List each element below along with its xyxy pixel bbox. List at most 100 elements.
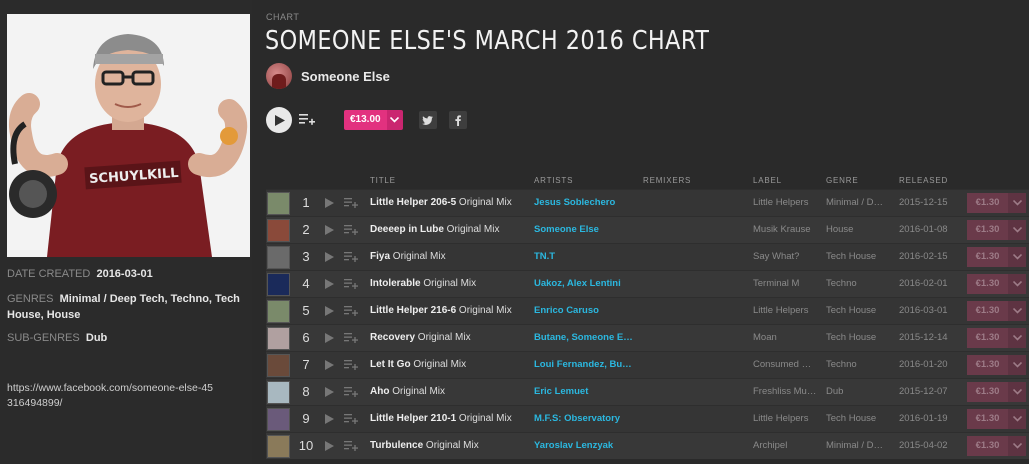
track-price[interactable]: €1.30 bbox=[967, 274, 1008, 294]
buy-track-button[interactable]: €1.30 bbox=[967, 355, 1026, 375]
track-artists[interactable]: Loui Fernandez, Bu… bbox=[534, 359, 632, 370]
track-artists[interactable]: Someone Else bbox=[534, 224, 599, 235]
facebook-share-button[interactable] bbox=[448, 111, 467, 129]
track-label[interactable]: Little Helpers bbox=[753, 305, 809, 316]
track-title[interactable]: Little Helper 210-1 Original Mix bbox=[370, 413, 512, 424]
buy-track-dropdown[interactable] bbox=[1008, 301, 1026, 321]
buy-track-dropdown[interactable] bbox=[1008, 382, 1026, 402]
track-title[interactable]: Turbulence Original Mix bbox=[370, 440, 479, 451]
buy-track-dropdown[interactable] bbox=[1008, 409, 1026, 429]
track-label[interactable]: Little Helpers bbox=[753, 413, 809, 424]
track-title[interactable]: Intolerable Original Mix bbox=[370, 278, 477, 289]
buy-track-dropdown[interactable] bbox=[1008, 274, 1026, 294]
column-genre[interactable]: GENRE bbox=[826, 176, 859, 185]
column-released[interactable]: RELEASED bbox=[899, 176, 949, 185]
add-to-queue-icon[interactable] bbox=[344, 332, 358, 344]
track-label[interactable]: Terminal M bbox=[753, 278, 800, 289]
column-remixers[interactable]: REMIXERS bbox=[643, 176, 692, 185]
track-artists[interactable]: Butane, Someone E… bbox=[534, 332, 633, 343]
add-to-queue-icon[interactable] bbox=[344, 413, 358, 425]
track-genre[interactable]: Tech House bbox=[826, 305, 877, 316]
track-label[interactable]: Archipel bbox=[753, 440, 788, 451]
buy-track-dropdown[interactable] bbox=[1008, 328, 1026, 348]
track-title[interactable]: Little Helper 206-5 Original Mix bbox=[370, 197, 512, 208]
track-artwork[interactable] bbox=[267, 246, 290, 269]
table-row[interactable]: 3 Fiya Original Mix TN.T Say What? Tech … bbox=[266, 243, 1029, 270]
track-artwork[interactable] bbox=[267, 219, 290, 242]
track-label[interactable]: Freshliss Mu… bbox=[753, 386, 817, 397]
buy-track-button[interactable]: €1.30 bbox=[967, 220, 1026, 240]
track-title[interactable]: Aho Original Mix bbox=[370, 386, 446, 397]
buy-chart-price[interactable]: €13.00 bbox=[344, 110, 387, 130]
play-icon[interactable] bbox=[325, 360, 334, 370]
track-genre[interactable]: House bbox=[826, 224, 854, 235]
column-title[interactable]: TITLE bbox=[370, 176, 396, 185]
track-genre[interactable]: Minimal / D… bbox=[826, 197, 884, 208]
track-label[interactable]: Moan bbox=[753, 332, 777, 343]
track-price[interactable]: €1.30 bbox=[967, 409, 1008, 429]
curator-name[interactable]: Someone Else bbox=[301, 68, 390, 84]
track-price[interactable]: €1.30 bbox=[967, 220, 1008, 240]
track-artists[interactable]: Uakoz, Alex Lentini bbox=[534, 278, 621, 289]
column-label[interactable]: LABEL bbox=[753, 176, 782, 185]
twitter-share-button[interactable] bbox=[418, 111, 437, 129]
track-label[interactable]: Little Helpers bbox=[753, 197, 809, 208]
add-to-queue-icon[interactable] bbox=[344, 224, 358, 236]
track-title[interactable]: Recovery Original Mix bbox=[370, 332, 471, 343]
buy-track-button[interactable]: €1.30 bbox=[967, 193, 1026, 213]
play-icon[interactable] bbox=[325, 198, 334, 208]
track-price[interactable]: €1.30 bbox=[967, 355, 1008, 375]
genres-value[interactable]: Minimal / Deep Tech, Techno, Tech House,… bbox=[7, 293, 240, 321]
table-row[interactable]: 2 Deeeep in Lube Original Mix Someone El… bbox=[266, 216, 1029, 243]
buy-track-button[interactable]: €1.30 bbox=[967, 409, 1026, 429]
track-artists[interactable]: Eric Lemuet bbox=[534, 386, 589, 397]
table-row[interactable]: 4 Intolerable Original Mix Uakoz, Alex L… bbox=[266, 270, 1029, 297]
buy-chart-dropdown[interactable] bbox=[386, 110, 403, 130]
buy-track-dropdown[interactable] bbox=[1008, 247, 1026, 267]
track-artwork[interactable] bbox=[267, 354, 290, 377]
add-to-queue-icon[interactable] bbox=[344, 440, 358, 452]
track-genre[interactable]: Tech House bbox=[826, 332, 877, 343]
track-price[interactable]: €1.30 bbox=[967, 382, 1008, 402]
table-row[interactable]: 5 Little Helper 216-6 Original Mix Enric… bbox=[266, 297, 1029, 324]
play-icon[interactable] bbox=[325, 441, 334, 451]
play-all-button[interactable] bbox=[266, 107, 292, 133]
track-genre[interactable]: Tech House bbox=[826, 251, 877, 262]
play-icon[interactable] bbox=[325, 252, 334, 262]
track-artwork[interactable] bbox=[267, 435, 290, 458]
track-artwork[interactable] bbox=[267, 327, 290, 350]
table-row[interactable]: 10 Turbulence Original Mix Yaroslav Lenz… bbox=[266, 432, 1029, 459]
track-genre[interactable]: Dub bbox=[826, 386, 844, 397]
track-genre[interactable]: Techno bbox=[826, 359, 857, 370]
play-icon[interactable] bbox=[325, 387, 334, 397]
avatar[interactable] bbox=[266, 63, 292, 89]
add-to-queue-icon[interactable] bbox=[344, 251, 358, 263]
buy-track-button[interactable]: €1.30 bbox=[967, 301, 1026, 321]
track-genre[interactable]: Tech House bbox=[826, 413, 877, 424]
table-row[interactable]: 6 Recovery Original Mix Butane, Someone … bbox=[266, 324, 1029, 351]
track-artwork[interactable] bbox=[267, 273, 290, 296]
track-price[interactable]: €1.30 bbox=[967, 301, 1008, 321]
track-price[interactable]: €1.30 bbox=[967, 193, 1008, 213]
add-to-queue-icon[interactable] bbox=[344, 305, 358, 317]
add-to-queue-icon[interactable] bbox=[344, 278, 358, 290]
buy-track-button[interactable]: €1.30 bbox=[967, 436, 1026, 456]
buy-track-dropdown[interactable] bbox=[1008, 355, 1026, 375]
track-label[interactable]: Musik Krause bbox=[753, 224, 811, 235]
track-artwork[interactable] bbox=[267, 300, 290, 323]
add-to-queue-icon[interactable] bbox=[299, 113, 315, 127]
curator[interactable]: Someone Else bbox=[266, 63, 390, 89]
track-artists[interactable]: TN.T bbox=[534, 251, 556, 262]
play-icon[interactable] bbox=[325, 333, 334, 343]
track-artwork[interactable] bbox=[267, 192, 290, 215]
play-icon[interactable] bbox=[325, 279, 334, 289]
table-row[interactable]: 1 Little Helper 206-5 Original Mix Jesus… bbox=[266, 189, 1029, 216]
facebook-link[interactable]: https://www.facebook.com/someone-else-45… bbox=[7, 382, 214, 409]
track-artists[interactable]: Yaroslav Lenzyak bbox=[534, 440, 614, 451]
track-artwork[interactable] bbox=[267, 381, 290, 404]
track-label[interactable]: Say What? bbox=[753, 251, 800, 262]
table-row[interactable]: 8 Aho Original Mix Eric Lemuet Freshliss… bbox=[266, 378, 1029, 405]
buy-track-button[interactable]: €1.30 bbox=[967, 328, 1026, 348]
play-icon[interactable] bbox=[325, 414, 334, 424]
track-label[interactable]: Consumed … bbox=[753, 359, 812, 370]
